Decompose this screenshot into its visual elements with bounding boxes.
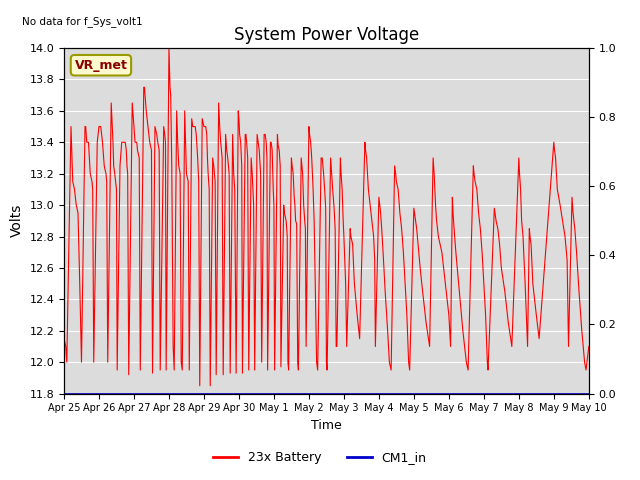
X-axis label: Time: Time bbox=[311, 419, 342, 432]
Text: VR_met: VR_met bbox=[74, 59, 127, 72]
Legend: 23x Battery, CM1_in: 23x Battery, CM1_in bbox=[208, 446, 432, 469]
Text: No data for f_Sys_volt1: No data for f_Sys_volt1 bbox=[22, 16, 143, 27]
Y-axis label: Volts: Volts bbox=[10, 204, 24, 238]
Title: System Power Voltage: System Power Voltage bbox=[234, 25, 419, 44]
